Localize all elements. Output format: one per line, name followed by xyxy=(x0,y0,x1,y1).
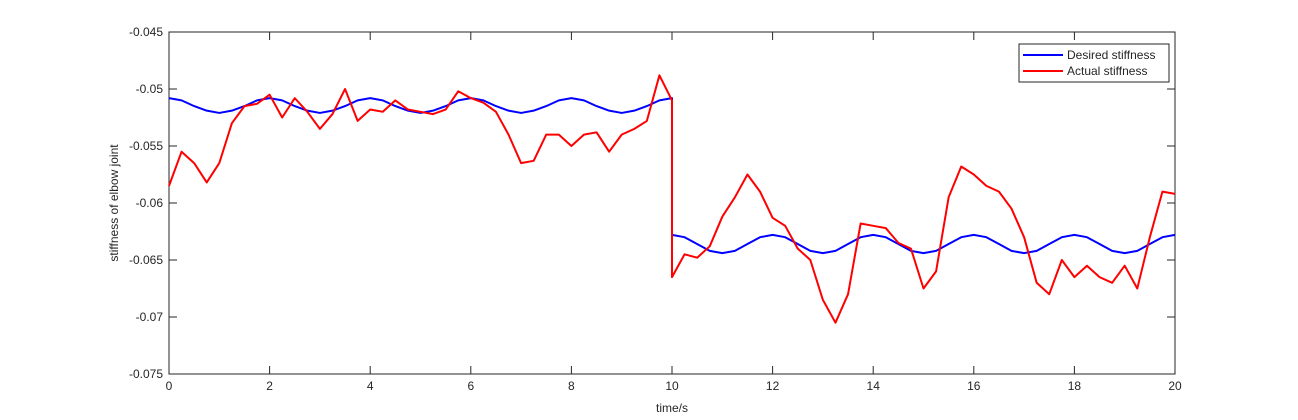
legend-box xyxy=(1018,43,1170,83)
y-tick-label: -0.075 xyxy=(129,367,163,381)
x-tick-label: 16 xyxy=(967,379,981,393)
x-tick-label: 0 xyxy=(166,379,173,393)
data-line xyxy=(168,74,1176,324)
x-axis-label: time/s xyxy=(656,401,688,415)
y-tick-label: -0.07 xyxy=(136,310,164,324)
x-tick-label: 12 xyxy=(766,379,780,393)
legend-label: Desired stiffness xyxy=(1067,48,1155,62)
y-tick-label: -0.05 xyxy=(136,82,164,96)
legend-label: Actual stiffness xyxy=(1067,64,1147,78)
y-tick-label: -0.06 xyxy=(136,196,164,210)
x-tick-label: 2 xyxy=(266,379,273,393)
x-tick-label: 18 xyxy=(1068,379,1082,393)
x-tick-label: 8 xyxy=(568,379,575,393)
x-tick-label: 20 xyxy=(1168,379,1182,393)
x-tick-label: 14 xyxy=(867,379,881,393)
x-tick-label: 6 xyxy=(467,379,474,393)
y-tick-label: -0.045 xyxy=(129,25,163,39)
y-tick-label: -0.065 xyxy=(129,253,163,267)
x-tick-label: 4 xyxy=(367,379,374,393)
y-axis-label: stiffness of elbow joint xyxy=(107,144,121,262)
x-tick-label: 10 xyxy=(665,379,679,393)
y-tick-label: -0.055 xyxy=(129,139,163,153)
